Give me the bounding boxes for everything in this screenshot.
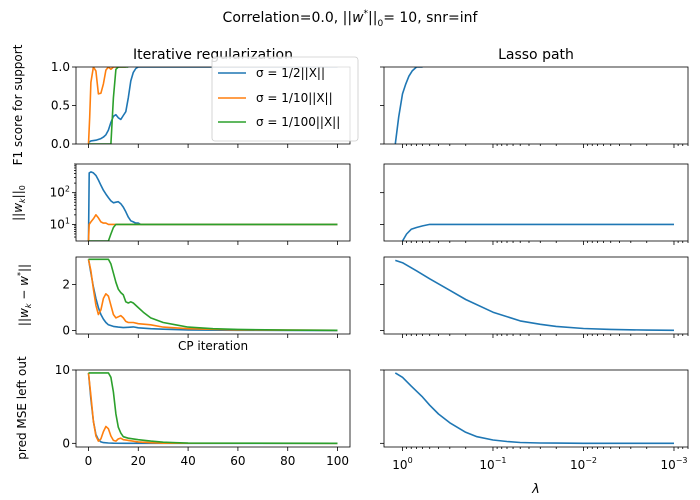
ylabel-f1: F1 score for support bbox=[11, 44, 25, 165]
column-title-lasso: Lasso path bbox=[498, 47, 574, 63]
series-line-f1-left-1 bbox=[87, 67, 126, 144]
xtick-label-mse-right: 100 bbox=[392, 456, 412, 472]
ytick-label-err-left: 0 bbox=[62, 324, 70, 338]
legend-label-sigma-hundredth: σ = 1/100||X|| bbox=[256, 115, 340, 129]
legend: σ = 1/2||X|| σ = 1/10||X|| σ = 1/100||X|… bbox=[211, 56, 359, 142]
xtick-label-mse-left: 100 bbox=[326, 454, 349, 468]
xtick-label-mse-left: 40 bbox=[180, 454, 195, 468]
ytick-label-err-left: 2 bbox=[62, 278, 70, 292]
series-line-nnz-right-0 bbox=[401, 223, 674, 241]
series-line-f1-left-0 bbox=[88, 67, 338, 144]
series-line-nnz-left-0 bbox=[87, 171, 338, 241]
series-line-mse-right-0 bbox=[394, 372, 674, 445]
xlabel-cp-iteration: CP iteration bbox=[178, 339, 248, 353]
axes-frame-mse-right bbox=[383, 369, 689, 448]
axes-frame-f1-right bbox=[383, 66, 689, 145]
xtick-label-mse-left: 80 bbox=[280, 454, 295, 468]
series-line-err-left-1 bbox=[87, 259, 338, 332]
ytick-label-f1-left: 0.0 bbox=[51, 137, 70, 151]
ylabel-err: ||wk − w*|| bbox=[16, 264, 33, 326]
ytick-label-mse-left: 10 bbox=[55, 363, 70, 377]
ytick-label-nnz-left: 101 bbox=[50, 216, 70, 231]
legend-label-sigma-half: σ = 1/2||X|| bbox=[256, 66, 325, 80]
xtick-label-mse-left: 60 bbox=[230, 454, 245, 468]
xtick-label-mse-left: 20 bbox=[131, 454, 146, 468]
series-line-err-left-2 bbox=[88, 258, 338, 332]
panel-mse-right: 100 10−1 10−2 10−3 bbox=[380, 369, 689, 472]
panel-nnz-right bbox=[380, 163, 689, 245]
panel-err-right bbox=[380, 256, 689, 338]
series-line-nnz-left-1 bbox=[87, 214, 338, 241]
panel-err-left: 02 bbox=[62, 256, 351, 338]
panel-nnz-left: 101 102 bbox=[50, 163, 351, 245]
axes-frame-err-right bbox=[383, 256, 689, 335]
series-line-f1-left-2 bbox=[88, 67, 129, 144]
legend-box bbox=[211, 56, 359, 142]
xtick-label-mse-right: 10−3 bbox=[660, 456, 687, 472]
series-line-err-left-0 bbox=[87, 259, 338, 332]
ytick-label-nnz-left: 102 bbox=[50, 185, 70, 200]
axes-frame-mse-left bbox=[75, 369, 351, 448]
series-line-mse-left-0 bbox=[87, 372, 338, 445]
series-line-err-right-0 bbox=[395, 259, 675, 332]
xlabel-lambda: λ bbox=[531, 482, 540, 497]
series-line-mse-left-1 bbox=[87, 372, 338, 445]
ytick-label-mse-left: 0 bbox=[62, 436, 70, 450]
axes-frame-err-left bbox=[75, 256, 351, 335]
ytick-label-f1-left: 1.0 bbox=[51, 60, 70, 74]
xtick-label-mse-right: 10−2 bbox=[570, 456, 597, 472]
panel-f1-right bbox=[380, 66, 689, 148]
series-line-mse-left-2 bbox=[88, 372, 338, 445]
series-line-f1-right-0 bbox=[394, 67, 423, 144]
axes-frame-nnz-right bbox=[383, 163, 689, 242]
xtick-label-mse-right: 10−1 bbox=[479, 456, 506, 472]
ylabel-mse: pred MSE left out bbox=[15, 356, 29, 460]
xtick-label-mse-left: 0 bbox=[85, 454, 93, 468]
ytick-label-f1-left: 0.5 bbox=[51, 99, 70, 113]
panel-f1-left: 0.0 0.5 1.0 bbox=[51, 60, 351, 151]
legend-label-sigma-tenth: σ = 1/10||X|| bbox=[256, 91, 333, 105]
figure-suptitle: Correlation=0.0, ||w*||0= 10, snr=inf bbox=[223, 9, 479, 29]
series-line-nnz-left-2 bbox=[88, 223, 338, 241]
ylabel-nnz: ||wk||0 bbox=[11, 185, 27, 221]
